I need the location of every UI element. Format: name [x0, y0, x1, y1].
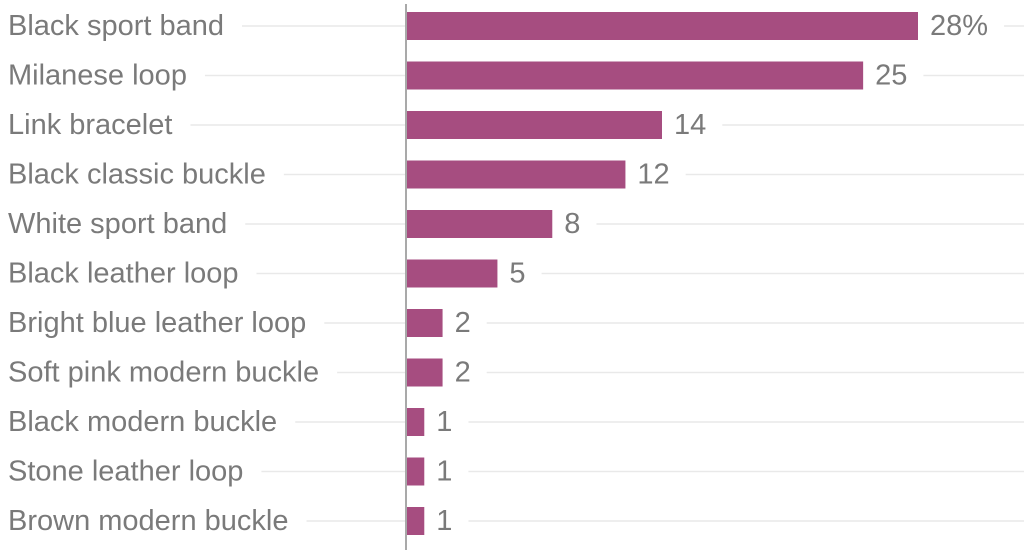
- category-label-brown-modern-buckle: Brown modern buckle: [8, 505, 288, 537]
- value-label-black-sport-band: 28%: [930, 10, 988, 42]
- category-label-black-modern-buckle: Black modern buckle: [8, 406, 277, 438]
- category-label-black-sport-band: Black sport band: [8, 10, 224, 42]
- bar-black-modern-buckle: [406, 408, 425, 436]
- category-label-link-bracelet: Link bracelet: [8, 109, 172, 141]
- value-label-link-bracelet: 14: [674, 109, 706, 141]
- value-label-black-leather-loop: 5: [509, 258, 525, 290]
- value-label-black-modern-buckle: 1: [436, 406, 452, 438]
- bar-black-leather-loop: [406, 259, 498, 288]
- value-label-bright-blue-leather-loop: 2: [455, 307, 471, 339]
- category-label-milanese-loop: Milanese loop: [8, 60, 187, 92]
- category-label-soft-pink-modern-buckle: Soft pink modern buckle: [8, 357, 319, 389]
- bar-black-sport-band: [406, 12, 918, 40]
- category-label-black-classic-buckle: Black classic buckle: [8, 159, 266, 191]
- category-labels: Black sport band Milanese loop Link bracel…: [8, 10, 319, 537]
- row-guides: [190, 25, 1024, 522]
- bar-brown-modern-buckle: [406, 507, 425, 535]
- value-label-stone-leather-loop: 1: [436, 456, 452, 488]
- category-label-stone-leather-loop: Stone leather loop: [8, 456, 243, 488]
- bar-milanese-loop: [406, 61, 864, 90]
- category-label-black-leather-loop: Black leather loop: [8, 258, 239, 290]
- bar-stone-leather-loop: [406, 457, 425, 486]
- category-label-bright-blue-leather-loop: Bright blue leather loop: [8, 307, 306, 339]
- value-label-milanese-loop: 25: [875, 60, 907, 92]
- bar-soft-pink-modern-buckle: [406, 358, 443, 387]
- value-label-white-sport-band: 8: [564, 208, 580, 240]
- value-label-brown-modern-buckle: 1: [436, 505, 452, 537]
- value-label-soft-pink-modern-buckle: 2: [455, 357, 471, 389]
- bar-link-bracelet: [406, 111, 662, 139]
- bar-white-sport-band: [406, 210, 553, 238]
- bars: [406, 12, 918, 535]
- bar-black-classic-buckle: [406, 160, 626, 189]
- value-label-black-classic-buckle: 12: [637, 159, 669, 191]
- category-label-white-sport-band: White sport band: [8, 208, 227, 240]
- bar-bright-blue-leather-loop: [406, 309, 443, 337]
